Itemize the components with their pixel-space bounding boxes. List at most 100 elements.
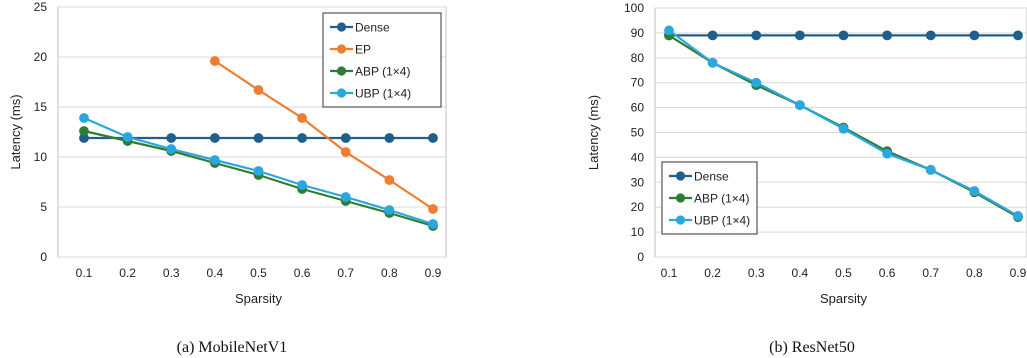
- legend-marker: [336, 88, 347, 98]
- y-tick-label: 90: [631, 26, 645, 40]
- legend-marker: [336, 22, 347, 32]
- x-tick-label: 0.5: [250, 266, 267, 280]
- y-tick-label: 100: [624, 1, 644, 15]
- data-point: [79, 126, 89, 136]
- x-tick-label: 0.4: [207, 266, 224, 280]
- x-tick-label: 0.1: [76, 266, 93, 280]
- data-point: [1013, 30, 1023, 41]
- data-point: [1013, 211, 1023, 221]
- x-tick-label: 0.9: [425, 266, 442, 280]
- data-point: [428, 133, 438, 143]
- y-tick-label: 20: [631, 200, 645, 214]
- data-point: [794, 30, 805, 41]
- data-point: [428, 204, 438, 214]
- x-tick-label: 0.8: [966, 266, 983, 280]
- data-point: [209, 56, 220, 66]
- x-tick-label: 0.4: [792, 266, 809, 280]
- legend-label: ABP (1×4): [694, 192, 749, 206]
- legend: Dense EP ABP (1×4) UBP (1×4): [322, 12, 442, 108]
- y-tick-label: 0: [40, 250, 47, 264]
- data-point: [794, 100, 805, 111]
- series-dense: [664, 30, 1023, 41]
- data-point: [707, 57, 718, 68]
- y-tick-label: 15: [34, 100, 48, 114]
- y-axis-label: Latency (ms): [586, 95, 601, 170]
- legend: Dense ABP (1×4) UBP (1×4): [661, 161, 758, 235]
- data-point: [969, 186, 980, 196]
- x-axis-label: Sparsity: [820, 291, 867, 306]
- x-tick-label: 0.6: [294, 266, 311, 280]
- y-tick-label: 10: [631, 225, 645, 239]
- data-point: [384, 175, 395, 185]
- data-point: [882, 30, 893, 41]
- data-point: [297, 113, 308, 123]
- series-ubp-1-4-: [664, 25, 1023, 221]
- y-tick-label: 50: [631, 126, 645, 140]
- y-axis-label: Latency (ms): [8, 94, 23, 169]
- legend-marker: [675, 171, 686, 181]
- data-point: [882, 148, 893, 159]
- legend-label: UBP (1×4): [355, 87, 411, 101]
- chart-mobilenetv1: 0 5 10 15 20 25 0.1 0.2 0.3 0.4 0.5 0.6 0.7 0.8 0.9 Spa…: [8, 0, 447, 306]
- y-tick-label: 30: [631, 175, 645, 189]
- x-tick-label: 0.7: [337, 266, 354, 280]
- data-point: [925, 30, 936, 41]
- legend-label: EP: [355, 43, 371, 57]
- legend-marker: [675, 215, 686, 225]
- legend-marker: [336, 66, 347, 76]
- y-tick-label: 60: [631, 101, 645, 115]
- legend-label: Dense: [355, 21, 390, 35]
- data-point: [122, 132, 133, 142]
- y-tick-label: 20: [34, 50, 48, 64]
- data-point: [166, 144, 177, 154]
- x-tick-label: 0.5: [835, 266, 852, 280]
- data-point: [707, 30, 718, 41]
- data-point: [253, 133, 264, 143]
- data-point: [751, 77, 762, 88]
- y-tick-label: 80: [631, 51, 645, 65]
- data-point: [297, 133, 308, 143]
- legend-marker: [675, 193, 686, 203]
- chart-resnet50: 0 10 20 30 40 50 60 70 80 90 100 0.1 0.2 0.3 0.4 0.5 0.6…: [586, 1, 1027, 306]
- y-tick-label: 25: [34, 0, 48, 14]
- x-tick-label: 0.3: [748, 266, 765, 280]
- series-line: [214, 60, 434, 210]
- data-point: [838, 123, 849, 134]
- x-tick-label: 0.2: [704, 266, 721, 280]
- data-point: [297, 180, 308, 190]
- data-point: [253, 85, 264, 95]
- series-ubp-1-4-: [79, 113, 438, 229]
- data-point: [209, 155, 220, 165]
- data-point: [384, 133, 395, 143]
- data-point: [664, 25, 674, 36]
- data-point: [209, 133, 220, 143]
- data-point: [166, 133, 177, 143]
- x-tick-label: 0.3: [163, 266, 180, 280]
- data-point: [340, 147, 351, 157]
- legend-label: ABP (1×4): [355, 65, 410, 79]
- x-tick-label: 0.7: [922, 266, 939, 280]
- caption-resnet50: (b) ResNet50: [769, 339, 855, 356]
- data-point: [384, 205, 395, 215]
- y-tick-label: 0: [637, 250, 644, 264]
- x-tick-label: 0.2: [119, 266, 136, 280]
- data-point: [340, 133, 351, 143]
- data-point: [79, 113, 89, 123]
- data-point: [925, 164, 936, 175]
- caption-mobilenetv1: (a) MobileNetV1: [177, 339, 288, 356]
- x-axis-label: Sparsity: [235, 291, 282, 306]
- legend-label: Dense: [694, 170, 729, 184]
- data-point: [969, 30, 980, 41]
- data-point: [340, 192, 351, 202]
- x-tick-label: 0.8: [381, 266, 398, 280]
- data-point: [838, 30, 849, 41]
- data-point: [253, 166, 264, 176]
- y-tick-label: 10: [34, 150, 48, 164]
- legend-marker: [336, 44, 347, 54]
- legend-label: UBP (1×4): [694, 214, 750, 228]
- y-tick-label: 70: [631, 76, 645, 90]
- data-point: [428, 219, 438, 229]
- y-tick-label: 5: [40, 200, 47, 214]
- series-ep: [209, 56, 438, 214]
